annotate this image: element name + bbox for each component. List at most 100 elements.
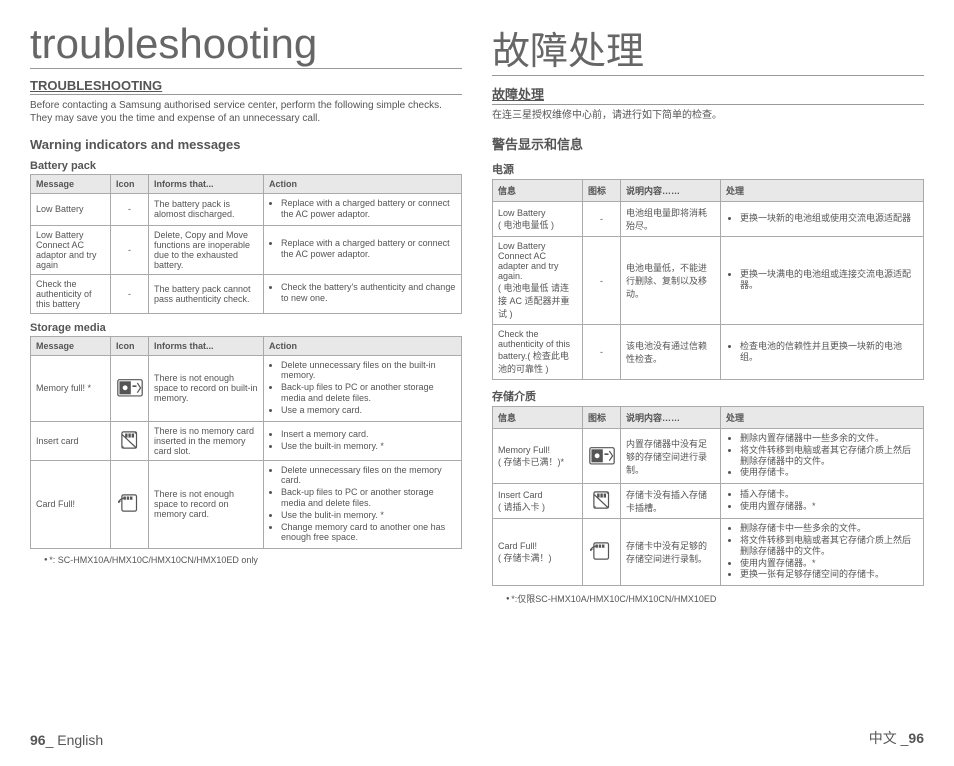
cell-icon [111,421,149,460]
table-row: Low Battery ( 电池电量低 )-电池组电量即将消耗殆尽。 更换一块新的… [493,202,924,237]
footer-right: 中文 _96 [869,728,924,748]
cell-icon: - [111,225,149,274]
table-row: Memory Full! ( 存储卡已满！)*内置存储器中没有足够的存储空间进行… [493,429,924,484]
table-row: Low Battery Connect AC adaptor and try a… [31,225,462,274]
cell-informs: 该电池没有通过信赖性检查。 [621,325,721,380]
action-item: 将文件转移到电脑或者其它存储介质上然后删除存储器中的文件。 [740,535,918,557]
cell-informs: 电池组电量即将消耗殆尽。 [621,202,721,237]
cell-message: Low Battery [31,194,111,226]
cell-action: 删除存储卡中一些多余的文件。将文件转移到电脑或者其它存储介质上然后删除存储器中的… [721,519,924,586]
cell-action: 检查电池的信赖性并且更换一块新的电池组。 [721,325,924,380]
cell-informs: There is no memory card inserted in the … [149,421,264,460]
cell-informs: 电池电量低，不能进行删除、复制以及移动。 [621,237,721,325]
cell-action: Replace with a charged battery or connec… [264,194,462,226]
cell-message: Memory full! * [31,355,111,421]
cell-informs: There is not enough space to record on m… [149,460,264,549]
page-number-left: 96 [30,732,46,748]
th-icon: Icon [111,175,149,194]
cell-message: Card Full! ( 存储卡满！) [493,519,583,586]
cardfull-icon [117,492,143,514]
table-row: Check the authenticity of this battery.(… [493,325,924,380]
storage-caption-cn: 存储介质 [492,388,924,404]
insert-icon [589,489,615,511]
cell-icon [111,460,149,549]
footnote-en: *: SC-HMX10A/HMX10C/HMX10CN/HMX10ED only [30,555,462,565]
english-column: troubleshooting TROUBLESHOOTING Before c… [30,20,462,605]
table-row: Insert cardThere is no memory card inser… [31,421,462,460]
cell-informs: 存储卡没有插入存储卡插槽。 [621,484,721,519]
action-item: 使用存储卡。 [740,467,918,478]
table-row: Check the authenticity of this battery-T… [31,274,462,313]
cell-message: Low Battery ( 电池电量低 ) [493,202,583,237]
cell-action: 更换一块新的电池组或使用交流电源适配器 [721,202,924,237]
th-action: Action [264,336,462,355]
cell-icon [583,484,621,519]
action-item: Back-up files to PC or another storage m… [281,382,456,404]
cell-message: Card Full! [31,460,111,549]
cell-message: Insert Card ( 请插入卡 ) [493,484,583,519]
action-item: 检查电池的信赖性并且更换一块新的电池组。 [740,341,918,363]
th-message: Message [31,336,111,355]
battery-caption-cn: 电源 [492,161,924,177]
th-icon: 图标 [583,407,621,429]
cell-informs: 内置存储器中没有足够的存储空间进行录制。 [621,429,721,484]
battery-caption-en: Battery pack [30,160,462,172]
cell-icon [111,355,149,421]
th-icon: 图标 [583,180,621,202]
th-message: 信息 [493,180,583,202]
cell-action: Replace with a charged battery or connec… [264,225,462,274]
action-item: 更换一张有足够存储空间的存储卡。 [740,569,918,580]
cell-informs: Delete, Copy and Move functions are inop… [149,225,264,274]
sub-heading-en: Warning indicators and messages [30,137,462,152]
th-message: Message [31,175,111,194]
action-item: 删除存储卡中一些多余的文件。 [740,523,918,534]
action-item: 删除内置存储器中一些多余的文件。 [740,433,918,444]
action-item: Use the built-in memory. * [281,441,456,452]
cell-message: Check the authenticity of this battery.(… [493,325,583,380]
action-item: Replace with a charged battery or connec… [281,198,456,220]
action-item: Use a memory card. [281,405,456,416]
cell-icon [583,519,621,586]
table-row: Card Full! There is not enough space to r… [31,460,462,549]
action-item: Back-up files to PC or another storage m… [281,487,456,509]
table-row: Insert Card ( 请插入卡 )存储卡没有插入存储卡插槽。插入存储卡。使… [493,484,924,519]
action-item: Check the battery's authenticity and cha… [281,282,456,304]
th-message: 信息 [493,407,583,429]
th-action: Action [264,175,462,194]
storage-table-cn: 信息 图标 说明内容…… 处理 Memory Full! ( 存储卡已满！)*内… [492,406,924,586]
th-action: 处理 [721,407,924,429]
chinese-column: 故障处理 故障处理 在连三星授权维修中心前，请进行如下简单的检查。 警告显示和信… [492,20,924,605]
cell-informs: 存储卡中没有足够的存储空间进行录制。 [621,519,721,586]
action-item: 使用内置存储器。* [740,558,918,569]
action-item: Delete unnecessary files on the memory c… [281,465,456,487]
cell-action: Delete unnecessary files on the memory c… [264,460,462,549]
storage-table-en: Message Icon Informs that... Action Memo… [30,336,462,550]
th-informs: 说明内容…… [621,407,721,429]
cell-icon: - [583,202,621,237]
table-row: Card Full! ( 存储卡满！)存储卡中没有足够的存储空间进行录制。删除存… [493,519,924,586]
action-item: Change memory card to another one has en… [281,522,456,544]
section-heading-cn: 故障处理 [492,84,924,105]
cell-action: Check the battery's authenticity and cha… [264,274,462,313]
th-icon: Icon [111,336,149,355]
intro-text-en: Before contacting a Samsung authorised s… [30,99,462,125]
battery-table-cn: 信息 图标 说明内容…… 处理 Low Battery ( 电池电量低 )-电池… [492,179,924,380]
cell-action: 更换一块满电的电池组或连接交流电源适配器。 [721,237,924,325]
cell-informs: The battery pack is alomost discharged. [149,194,264,226]
action-item: Insert a memory card. [281,429,456,440]
cell-icon: - [111,194,149,226]
cell-icon: - [111,274,149,313]
cell-informs: There is not enough space to record on b… [149,355,264,421]
battery-table-en: Message Icon Informs that... Action Low … [30,174,462,314]
th-informs: Informs that... [149,175,264,194]
cell-action: 删除内置存储器中一些多余的文件。将文件转移到电脑或者其它存储介质上然后删除存储器… [721,429,924,484]
action-item: Delete unnecessary files on the built-in… [281,360,456,382]
footer-left: 96_ English [30,732,103,748]
footer-lang-right: 中文 [869,730,897,746]
cell-message: Check the authenticity of this battery [31,274,111,313]
sub-heading-cn: 警告显示和信息 [492,134,924,153]
table-row: Low Battery Connect AC adapter and try a… [493,237,924,325]
cell-icon [583,429,621,484]
action-item: 更换一块新的电池组或使用交流电源适配器 [740,213,918,224]
action-item: 插入存储卡。 [740,489,918,500]
